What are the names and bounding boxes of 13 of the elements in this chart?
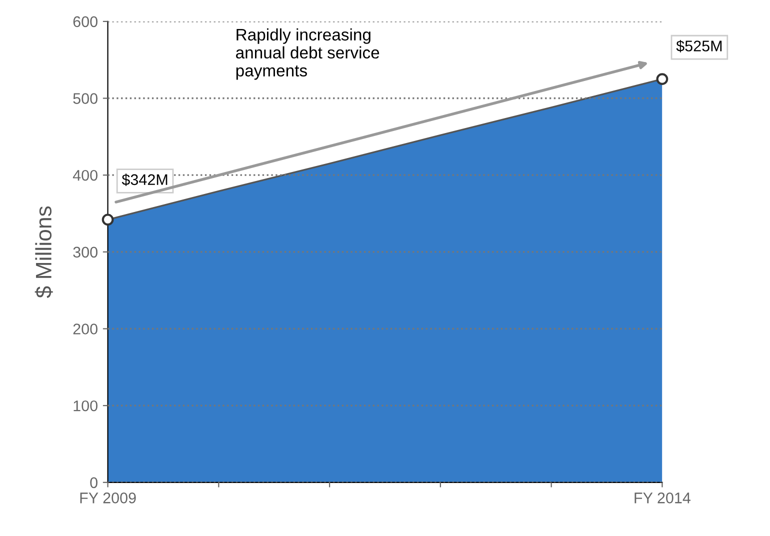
y-tick-label: 500 (73, 93, 98, 104)
annotation: $342M (122, 174, 168, 186)
annotation: Rapidly increasing annual debt service payments (236, 28, 380, 80)
y-tick-label: 300 (73, 246, 98, 258)
y-tick-label: 400 (72, 170, 98, 181)
annotation: $525M (676, 40, 722, 52)
y-axis-title: $ Millions (34, 206, 53, 298)
y-tick-label: 600 (73, 16, 98, 28)
x-tick-label: FY 2014 (634, 492, 690, 504)
y-tick-label: 0 (90, 477, 98, 488)
y-tick-label: 200 (73, 324, 98, 334)
y-tick-label: 100 (74, 400, 98, 412)
x-tick-label: FY 2009 (80, 492, 136, 504)
